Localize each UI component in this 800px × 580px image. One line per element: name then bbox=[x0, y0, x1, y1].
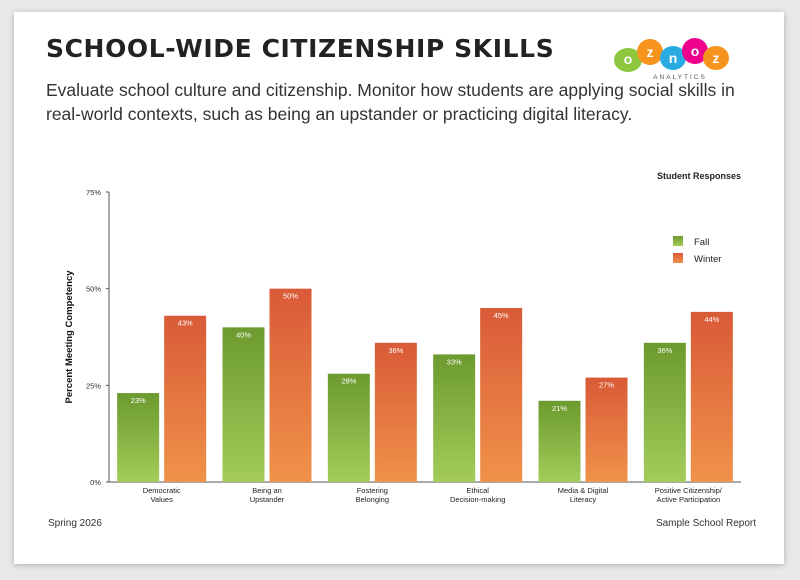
logo-letter: z bbox=[647, 44, 654, 60]
y-tick-label: 25% bbox=[86, 381, 101, 390]
bar-value-label: 36% bbox=[657, 346, 672, 355]
bar-value-label: 45% bbox=[494, 311, 509, 320]
logo-letter: o bbox=[624, 51, 633, 67]
bar-value-label: 44% bbox=[704, 315, 719, 324]
bar-winter bbox=[690, 311, 733, 482]
chart-title: Student Responses bbox=[657, 171, 741, 181]
y-axis-label: Percent Meeting Competency bbox=[64, 270, 75, 404]
bar-value-label: 21% bbox=[552, 404, 567, 413]
x-tick-label: Decision-making bbox=[450, 495, 505, 504]
page-title: SCHOOL-WIDE CITIZENSHIP SKILLS bbox=[46, 34, 555, 63]
bar-winter bbox=[585, 377, 628, 482]
bar-winter bbox=[374, 342, 417, 482]
x-tick-label: Positive Citizenship/ bbox=[655, 486, 723, 495]
bar-winter bbox=[164, 315, 207, 482]
bar-fall bbox=[327, 373, 370, 482]
y-tick-label: 75% bbox=[86, 188, 101, 197]
x-tick-label: Active Participation bbox=[656, 495, 720, 504]
logo-letter: o bbox=[691, 43, 700, 59]
footer-report-name: Sample School Report bbox=[655, 518, 756, 529]
x-tick-label: Upstander bbox=[250, 495, 285, 504]
x-tick-label: Values bbox=[150, 495, 173, 504]
y-tick-label: 50% bbox=[86, 285, 101, 294]
x-tick-label: Fostering bbox=[357, 486, 388, 495]
bar-value-label: 50% bbox=[283, 292, 298, 301]
x-tick-label: Democratic bbox=[143, 486, 181, 495]
y-ticks: 0% 25% 50% 75% bbox=[86, 188, 109, 487]
bar-fall bbox=[117, 393, 160, 482]
legend-swatch-winter bbox=[673, 253, 683, 263]
footer-date: Spring 2026 bbox=[48, 518, 102, 529]
y-tick-label: 0% bbox=[90, 478, 101, 487]
bar-fall bbox=[433, 354, 476, 482]
bar-value-label: 33% bbox=[447, 357, 462, 366]
bars: 23% 43% 40% 50% 28% 36% 33% 45% 21% 27% 36% 44% bbox=[117, 288, 733, 482]
logo-letter: z bbox=[713, 50, 720, 66]
bar-value-label: 23% bbox=[131, 396, 146, 405]
bar-value-label: 43% bbox=[178, 319, 193, 328]
legend-label: Winter bbox=[694, 254, 721, 265]
bar-fall bbox=[643, 342, 686, 482]
bar-fall bbox=[538, 400, 581, 482]
x-tick-label: Ethical bbox=[466, 486, 489, 495]
bar-winter bbox=[269, 288, 312, 482]
legend-label: Fall bbox=[694, 237, 709, 248]
bar-winter bbox=[480, 308, 523, 482]
legend: Fall Winter bbox=[673, 236, 721, 265]
x-tick-label: Belonging bbox=[356, 495, 389, 504]
bar-value-label: 40% bbox=[236, 330, 251, 339]
x-tick-label: Literacy bbox=[570, 495, 597, 504]
x-tick-label: Media & Digital bbox=[558, 486, 609, 495]
bar-fall bbox=[222, 327, 265, 482]
x-tick-label: Being an bbox=[252, 486, 282, 495]
logo-letter: n bbox=[669, 50, 678, 66]
bar-value-label: 28% bbox=[341, 377, 356, 386]
logo-tagline: ANALYTICS bbox=[653, 74, 707, 81]
logo-blobs bbox=[614, 38, 729, 72]
legend-swatch-fall bbox=[673, 236, 683, 246]
page-subtitle: Evaluate school culture and citizenship.… bbox=[46, 80, 735, 124]
bar-value-label: 27% bbox=[599, 381, 614, 390]
bar-value-label: 36% bbox=[388, 346, 403, 355]
